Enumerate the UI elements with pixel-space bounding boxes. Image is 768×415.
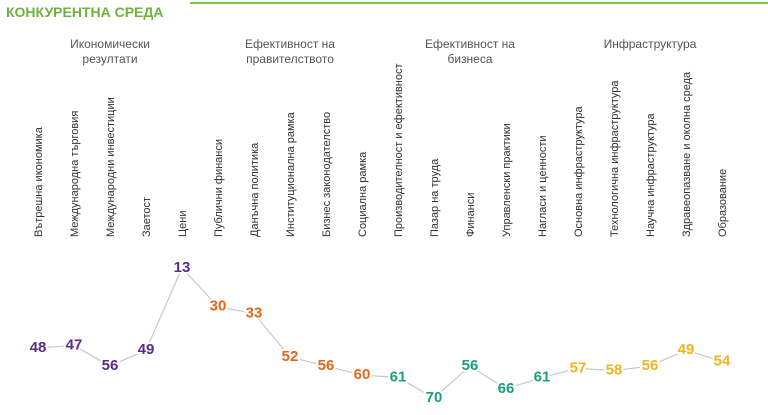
group-header: Икономически резултати <box>70 37 150 66</box>
connector <box>109 349 147 367</box>
category-label: Международни инвестиции <box>105 97 117 237</box>
group-header: Ефективност на бизнеса <box>425 37 515 66</box>
value-label: 70 <box>426 389 443 406</box>
category-label: Международна търговия <box>69 111 81 237</box>
connector <box>577 367 615 372</box>
line-group <box>37 267 723 399</box>
category-label: Публични финанси <box>213 139 225 237</box>
value-label: 49 <box>678 341 695 358</box>
group-header: Инфраструктура <box>603 37 697 51</box>
value-label: 58 <box>606 362 623 379</box>
category-label: Производителност и ефективност <box>393 63 405 237</box>
connector <box>469 365 507 390</box>
category-label: Заетост <box>141 197 153 237</box>
connector <box>685 349 723 363</box>
category-label: Здравеопазване и околна среда <box>681 71 693 237</box>
category-label: Бизнес законодателство <box>321 112 333 237</box>
connector <box>649 349 687 367</box>
category-label: Образование <box>717 169 729 237</box>
value-label: 54 <box>714 352 731 369</box>
value-label: 48 <box>30 339 47 356</box>
value-label: 47 <box>66 337 83 354</box>
category-label: Научна инфраструктура <box>645 112 657 237</box>
connector <box>325 365 363 376</box>
value-label: 61 <box>534 368 551 385</box>
category-label: Вътрешна икономика <box>33 126 45 237</box>
value-label: 33 <box>246 305 263 322</box>
connector <box>433 365 471 399</box>
category-label: Финанси <box>465 193 477 237</box>
value-label: 56 <box>642 357 659 374</box>
connector <box>181 267 219 308</box>
category-label: Данъчна политика <box>249 142 261 237</box>
connector <box>37 344 75 349</box>
category-label: Технологична инфраструктура <box>609 80 621 237</box>
connector <box>613 365 651 372</box>
value-label: 56 <box>102 357 119 374</box>
category-label: Пазар на труда <box>429 158 441 237</box>
group-header: Ефективност на правителството <box>245 37 335 66</box>
category-label: Социална рамка <box>357 151 369 237</box>
value-label: 56 <box>318 357 335 374</box>
category-label: Основна инфраструктура <box>573 106 585 237</box>
value-label: 30 <box>210 298 227 315</box>
connector <box>361 374 399 379</box>
value-label: 60 <box>354 366 371 383</box>
value-label: 52 <box>282 348 299 365</box>
connector <box>145 267 183 351</box>
value-label: 57 <box>570 359 587 376</box>
category-label: Институционална рамка <box>285 111 297 237</box>
connector <box>217 306 255 315</box>
connector <box>541 367 579 379</box>
value-label: 13 <box>174 259 191 276</box>
connector <box>505 376 543 390</box>
connector <box>289 356 327 367</box>
chart-title: КОНКУРЕНТНА СРЕДА <box>6 4 163 20</box>
connector <box>397 376 435 399</box>
category-label: Цени <box>177 211 189 237</box>
value-label: 56 <box>462 357 479 374</box>
connector <box>253 313 291 358</box>
value-label: 49 <box>138 341 155 358</box>
value-label: 66 <box>498 380 515 397</box>
category-label: Нагласи и ценности <box>537 135 549 237</box>
connector <box>73 345 111 367</box>
category-label: Управленски практики <box>501 123 513 237</box>
value-label: 61 <box>390 368 407 385</box>
